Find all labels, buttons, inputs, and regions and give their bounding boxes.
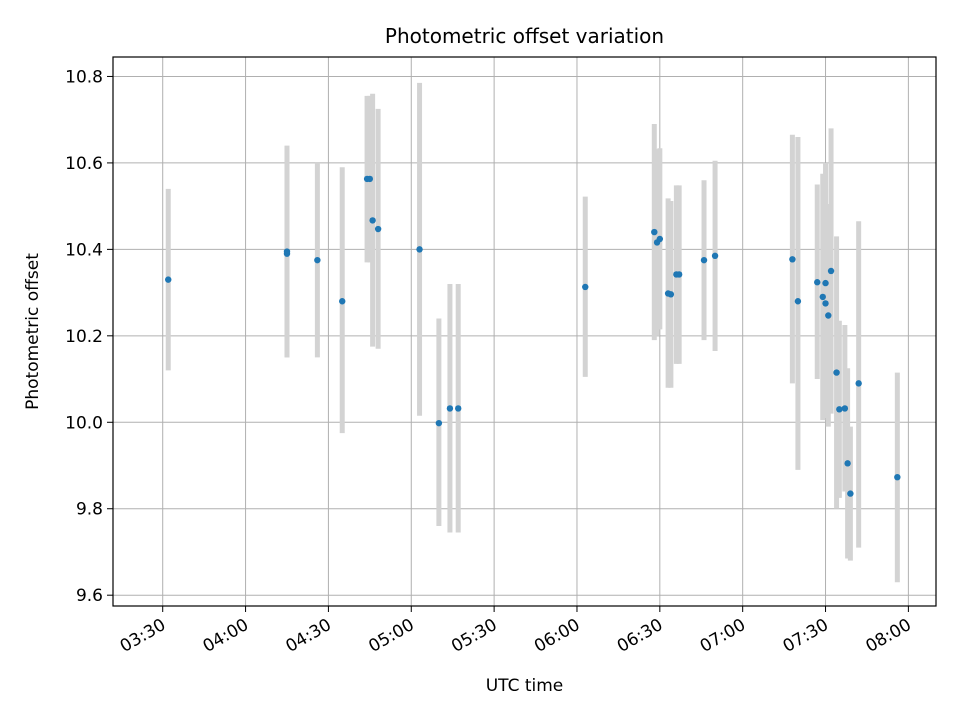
y-tick-label: 10.0 bbox=[65, 413, 103, 433]
data-point bbox=[711, 252, 719, 260]
y-tick-label: 10.2 bbox=[65, 327, 103, 347]
data-point bbox=[369, 217, 376, 224]
data-point bbox=[656, 235, 664, 243]
data-point bbox=[827, 267, 835, 275]
y-axis-label: Photometric offset bbox=[23, 253, 43, 410]
data-point bbox=[822, 300, 829, 307]
data-point bbox=[455, 405, 462, 412]
data-point bbox=[582, 283, 589, 291]
data-point bbox=[667, 291, 675, 298]
data-point bbox=[894, 473, 901, 481]
data-point bbox=[819, 293, 826, 301]
data-point bbox=[435, 419, 443, 427]
y-tick-label: 10.6 bbox=[65, 154, 103, 174]
data-point bbox=[651, 228, 658, 236]
data-point bbox=[841, 405, 849, 412]
data-point bbox=[314, 256, 321, 264]
y-tick-label: 9.6 bbox=[76, 586, 103, 606]
grid-lines bbox=[113, 57, 936, 606]
plot-area-frame bbox=[112, 56, 937, 607]
data-point bbox=[675, 271, 683, 278]
data-point bbox=[825, 312, 832, 319]
data-point bbox=[833, 369, 840, 376]
data-point bbox=[416, 246, 423, 253]
chart-title: Photometric offset variation bbox=[385, 24, 664, 48]
data-point bbox=[366, 175, 374, 183]
data-point bbox=[700, 256, 708, 264]
data-point bbox=[794, 298, 802, 305]
data-point bbox=[836, 406, 843, 413]
data-point bbox=[822, 279, 829, 287]
data-points bbox=[165, 175, 901, 497]
data-point bbox=[814, 279, 821, 286]
data-point bbox=[844, 460, 851, 467]
y-tick-label: 9.8 bbox=[76, 500, 103, 520]
data-point bbox=[446, 405, 454, 412]
data-point bbox=[374, 225, 382, 233]
x-axis-label: UTC time bbox=[486, 676, 564, 696]
data-point bbox=[855, 380, 862, 387]
y-tick-label: 10.8 bbox=[65, 67, 103, 87]
y-axis-ticks: 9.6 9.8 10.0 10.2 10.4 10.6 10.8 bbox=[65, 67, 113, 606]
data-point bbox=[789, 256, 796, 263]
data-point bbox=[165, 276, 172, 283]
data-point bbox=[283, 250, 291, 257]
data-point bbox=[847, 490, 854, 497]
data-point bbox=[339, 298, 346, 305]
y-tick-label: 10.4 bbox=[65, 240, 103, 260]
